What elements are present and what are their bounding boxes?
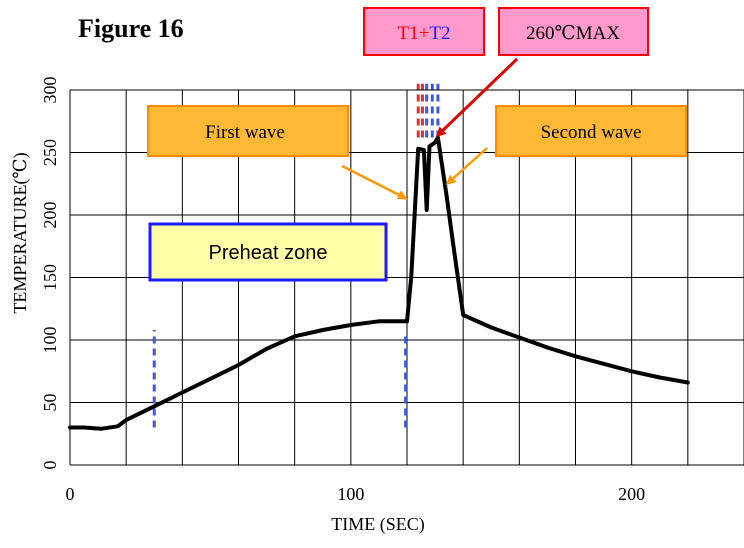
temperature-profile-line xyxy=(68,135,690,431)
figure-label: Figure 16 xyxy=(78,14,184,43)
first-wave-arrow xyxy=(341,164,408,200)
preheat-zone-callout: Preheat zone xyxy=(148,222,388,282)
t2-label: T2 xyxy=(429,23,450,44)
x-axis-label: TIME (SEC) xyxy=(331,514,425,535)
svg-text:T1+T2: T1+T2 xyxy=(398,23,451,44)
x-tick-label: 200 xyxy=(618,484,645,504)
axis-ticks: 0 100 200 0 50 100 150 200 250 300 xyxy=(40,77,645,505)
max-temp-label: 260℃MAX xyxy=(526,23,620,44)
x-tick-label: 100 xyxy=(337,484,364,504)
y-tick-label: 250 xyxy=(40,139,60,166)
y-tick-label: 100 xyxy=(40,327,60,354)
temperature-series xyxy=(68,135,690,431)
y-axis-label: TEMPERATURE(℃) xyxy=(10,152,31,313)
second-wave-label: Second wave xyxy=(541,122,642,143)
max-temp-callout: 260℃MAX xyxy=(498,7,649,56)
second-wave-arrow xyxy=(445,147,488,186)
second-wave-callout: Second wave xyxy=(495,105,687,157)
y-tick-label: 300 xyxy=(40,77,60,104)
y-tick-label: 50 xyxy=(40,394,60,412)
first-wave-label: First wave xyxy=(205,122,285,143)
y-tick-label: 0 xyxy=(40,461,60,470)
max-temp-arrow xyxy=(435,57,519,138)
x-tick-label: 0 xyxy=(66,484,75,504)
phase-markers xyxy=(152,83,440,428)
first-wave-callout: First wave xyxy=(147,105,349,157)
y-tick-label: 150 xyxy=(40,264,60,291)
t1-t2-callout: T1+T2 xyxy=(363,7,485,56)
preheat-zone-label: Preheat zone xyxy=(209,242,328,264)
y-tick-label: 200 xyxy=(40,202,60,229)
t1-label: T1+ xyxy=(398,23,430,44)
